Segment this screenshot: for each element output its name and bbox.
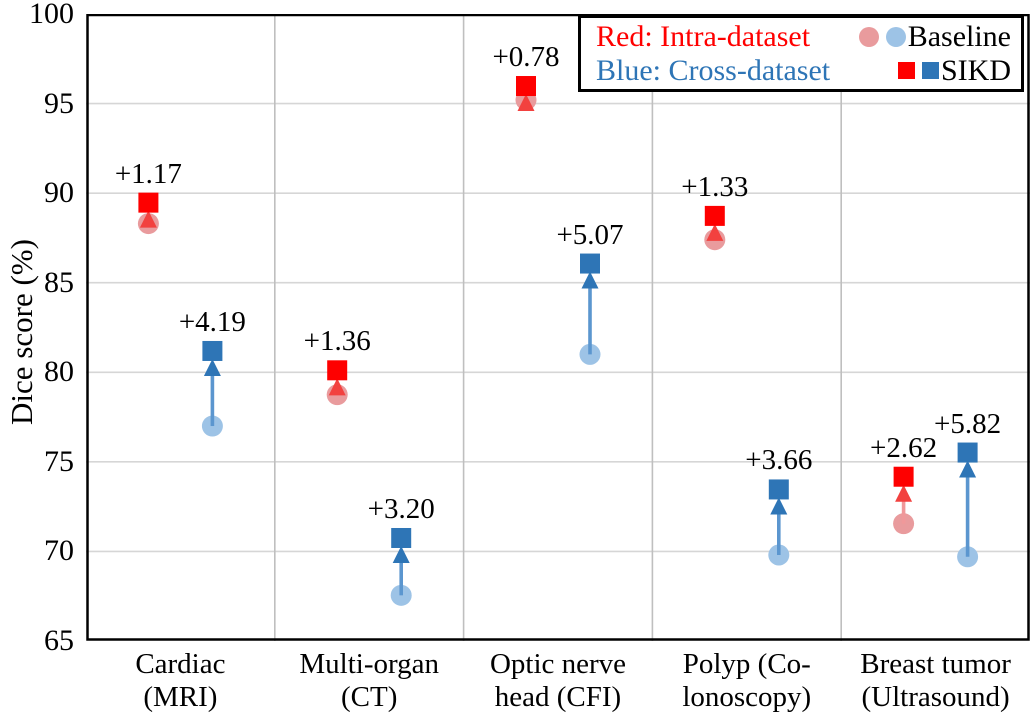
sikd-marker (516, 76, 536, 97)
sikd-marker (957, 442, 978, 463)
improvement-arrow-head (959, 460, 977, 478)
baseline-cross-circle-icon (885, 26, 906, 47)
improvement-arrow-head (139, 210, 157, 228)
delta-label: +5.07 (556, 218, 624, 251)
x-category-label: Cardiac (MRI) (86, 648, 275, 714)
x-category-label-line: head (CFI) (494, 681, 622, 713)
y-tick-label: 75 (44, 444, 74, 478)
plot-border (86, 13, 1030, 641)
y-tick-label: 95 (44, 86, 74, 120)
plot-canvas (86, 13, 1030, 641)
legend-sikd-markers: SIKD (897, 53, 1011, 88)
delta-label: +3.20 (367, 492, 435, 525)
improvement-arrow-head (517, 94, 535, 112)
sikd-intra-square-icon (897, 62, 915, 79)
baseline-intra-circle-icon (858, 26, 879, 47)
legend-baseline-markers: Baseline (858, 19, 1011, 54)
x-category-label-line: Multi-organ (299, 648, 439, 680)
delta-label: +2.62 (870, 431, 938, 464)
improvement-arrow-head (895, 484, 913, 502)
sikd-marker (580, 253, 600, 274)
x-category-label: Breast tumor (Ultrasound) (841, 648, 1030, 714)
delta-label: +5.82 (934, 407, 1002, 440)
y-tick-label: 80 (44, 355, 74, 389)
sikd-marker (704, 205, 725, 226)
y-tick-label: 100 (29, 0, 74, 30)
x-category-label: Multi-organ (CT) (275, 648, 464, 714)
improvement-arrow-head (203, 358, 221, 376)
sikd-marker (391, 527, 412, 548)
delta-label: +0.78 (492, 41, 560, 73)
y-tick-label: 90 (44, 176, 74, 210)
sikd-marker (893, 466, 914, 487)
x-category-label-line: (MRI) (143, 681, 218, 713)
delta-label: +1.17 (114, 157, 182, 190)
x-category-label-line: (Ultrasound) (861, 681, 1010, 713)
legend-cross-label: Blue: Cross-dataset (596, 53, 831, 87)
x-category-label-line: Optic nerve (489, 648, 627, 680)
legend-sikd-label: SIKD (940, 53, 1011, 87)
legend: Red: Intra-dataset Baseline Blue: Cross-… (578, 15, 1024, 92)
sikd-marker (768, 479, 789, 500)
y-tick-label: 70 (44, 534, 74, 568)
y-tick-label: 85 (44, 265, 74, 299)
delta-label: +4.19 (178, 305, 246, 338)
improvement-arrow-head (581, 271, 599, 289)
x-category-label: Optic nerve head (CFI) (464, 648, 653, 714)
sikd-marker (138, 192, 159, 213)
x-category-label-line: (CT) (341, 681, 398, 713)
x-category-label-line: lonoscopy) (682, 681, 812, 713)
delta-label: +1.36 (303, 325, 371, 358)
x-category-label-line: Polyp (Co- (682, 648, 811, 680)
legend-row-intra: Red: Intra-dataset Baseline (596, 20, 1011, 54)
plot-area (86, 13, 1030, 641)
legend-intra-label: Red: Intra-dataset (596, 19, 811, 53)
improvement-arrow-head (770, 497, 788, 515)
legend-row-cross: Blue: Cross-dataset SIKD (596, 54, 1011, 88)
delta-label: +1.33 (681, 170, 749, 203)
improvement-arrow-head (392, 545, 410, 563)
x-category-label-line: Cardiac (135, 648, 226, 680)
improvement-arrow-head (328, 378, 346, 396)
delta-label: +3.66 (745, 444, 813, 477)
x-category-label-line: Breast tumor (860, 648, 1011, 680)
sikd-cross-square-icon (921, 62, 939, 79)
x-category-label: Polyp (Co-lonoscopy) (652, 648, 841, 714)
improvement-arrow-head (706, 223, 724, 241)
legend-baseline-label: Baseline (907, 19, 1011, 53)
sikd-marker (327, 360, 348, 381)
sikd-marker (202, 340, 223, 361)
y-tick-label: 65 (44, 624, 74, 657)
